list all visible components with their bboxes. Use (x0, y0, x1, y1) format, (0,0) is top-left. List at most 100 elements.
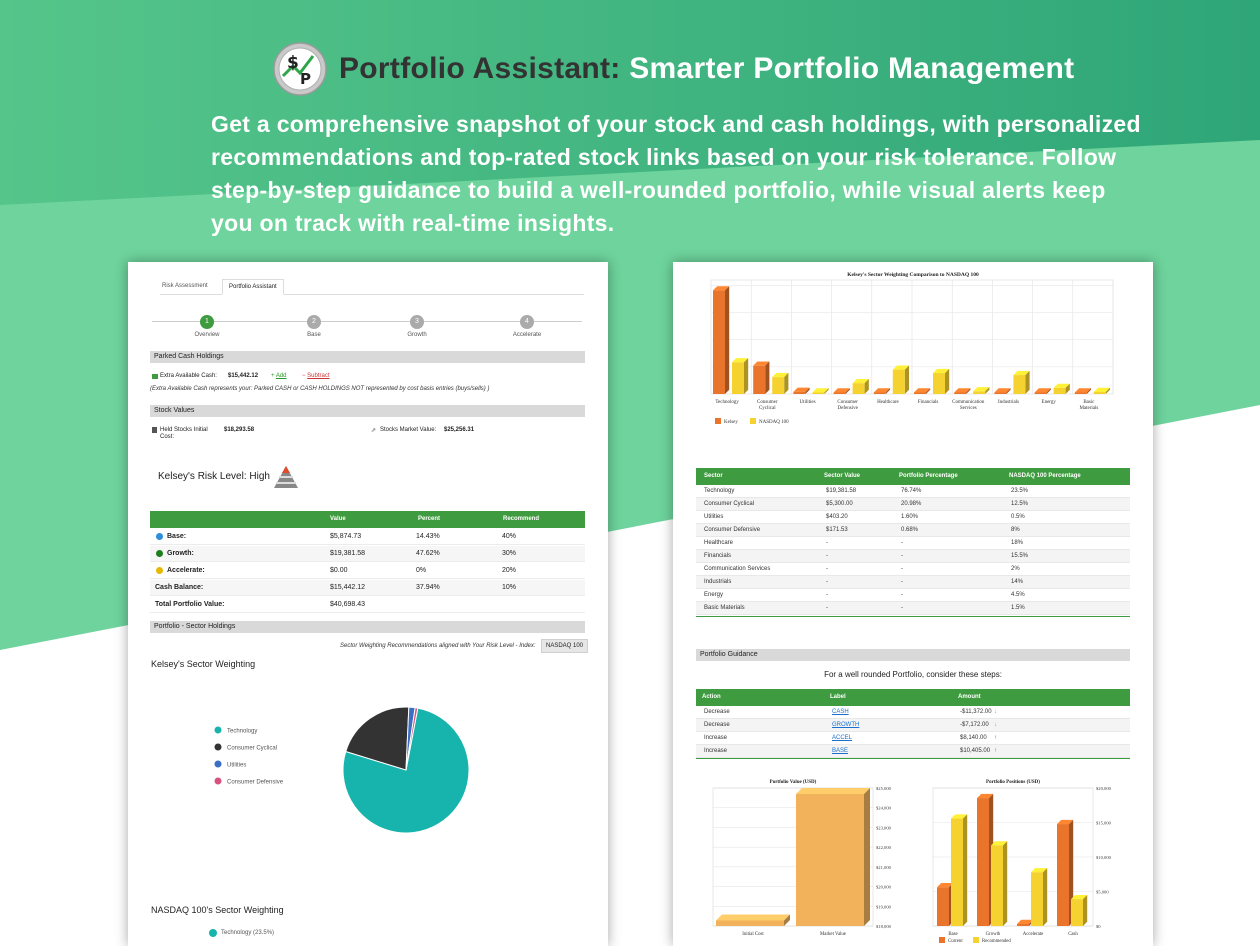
extra-cash-label: Extra Available Cash: (160, 373, 217, 379)
legend-dot-icon (214, 777, 222, 785)
guidance-label-link[interactable]: GROWTH (832, 722, 860, 728)
kelsey-sector-title: Kelsey's Sector Weighting (151, 659, 256, 669)
bar-kelsey (793, 387, 810, 394)
y-tick-label: $20,000 (1096, 786, 1112, 792)
sector-cell: 15.5% (1011, 553, 1029, 559)
step-4-circle[interactable]: 4 (520, 315, 534, 329)
sector-cell: 4.5% (1011, 592, 1025, 598)
position-bar-current (937, 883, 954, 926)
guidance-label-link[interactable]: ACCEL (832, 735, 853, 741)
risk-row-percent: 47.62% (416, 550, 440, 557)
sector-cell: $403.20 (826, 514, 848, 520)
pie-slice-consumer-defensive[interactable] (405, 707, 419, 771)
step-3-circle[interactable]: 3 (410, 315, 424, 329)
risk-row-percent: 37.94% (416, 584, 440, 591)
sector-cell: - (901, 605, 903, 611)
bar-chart-title: Kelsey's Sector Weighting Comparison to … (847, 272, 979, 278)
position-bar-recommended (1071, 894, 1088, 926)
bar-x-label: Industrials (998, 400, 1019, 405)
base-dot-icon (156, 533, 163, 540)
guidance-row: Increase ACCEL $8,140.00 ↑ (696, 732, 1130, 745)
extra-cash-value: $15,442.12 (228, 373, 259, 379)
risk-row-recommend: 30% (502, 550, 517, 557)
y-tick-label: $21,000 (876, 865, 892, 871)
position-bar-current (1057, 819, 1074, 926)
add-cash-button[interactable]: + Add (271, 373, 287, 379)
risk-row-value: $15,442.12 (330, 584, 366, 591)
risk-col-value: Value (330, 516, 346, 522)
legend-dot-icon (214, 760, 222, 768)
sector-cell: Healthcare (704, 540, 734, 546)
tab-portfolio-assistant[interactable]: Portfolio Assistant (222, 279, 284, 295)
position-bar-recommended (1031, 868, 1048, 926)
banner-title-part2: Smarter Portfolio Management (629, 52, 1075, 85)
x-label: Base (948, 932, 957, 937)
tab-bar (160, 280, 584, 295)
banner-title-part1: Portfolio Assistant: (339, 52, 621, 85)
x-label: Initial Cost (742, 932, 764, 937)
tab-risk-assessment[interactable]: Risk Assessment (162, 283, 208, 289)
sector-cell: - (826, 592, 828, 598)
risk-row-percent: 0% (416, 567, 427, 574)
legend-label: Utilities (227, 763, 246, 769)
step-1-label: Overview (194, 332, 220, 338)
bar-x-label: Consumer (757, 400, 778, 405)
index-select[interactable]: NASDAQ 100 (541, 639, 589, 653)
legend-label: Consumer Cyclical (227, 746, 277, 752)
plus-icon: + (271, 373, 276, 379)
sector-cell: Communication Services (704, 566, 771, 572)
sector-rec-text: Sector Weighting Recommendations aligned… (340, 643, 536, 649)
subtract-cash-button[interactable]: − Subtract (302, 373, 330, 379)
sector-holdings-section-header: Portfolio - Sector Holdings (150, 621, 585, 633)
cash-icon (152, 374, 158, 379)
sector-row: Financials - - 15.5% (696, 550, 1130, 563)
risk-row-total: Total Portfolio Value: $40,698.43 (150, 597, 585, 613)
bar-kelsey (1074, 388, 1091, 394)
position-bar-current (977, 793, 994, 926)
bar-x-label: Technology (715, 400, 739, 405)
pie-slice-consumer-cyclical[interactable] (345, 706, 410, 771)
risk-row-recommend: 10% (502, 584, 517, 591)
value-bar (716, 914, 790, 926)
step-1-circle[interactable]: 1 (200, 315, 214, 329)
risk-row-percent: 14.43% (416, 533, 440, 540)
sector-cell: - (826, 553, 828, 559)
sector-cell: 8% (1011, 527, 1020, 533)
bar-nasdaq-100 (812, 388, 829, 394)
bar-x-label: Energy (1042, 400, 1057, 405)
guidance-action: Decrease (704, 709, 730, 715)
step-2-circle[interactable]: 2 (307, 315, 321, 329)
bar-kelsey (713, 286, 730, 394)
subtract-cash-label: Subtract (307, 373, 330, 379)
guidance-row: Increase BASE $10,405.00 ↑ (696, 745, 1130, 758)
sector-cell: - (826, 566, 828, 572)
add-cash-label: Add (275, 373, 287, 379)
guidance-label-link[interactable]: BASE (832, 748, 849, 754)
pie-legend: Technology Consumer Cyclical Utilities Cons… (214, 726, 284, 786)
bar-kelsey (1034, 388, 1051, 394)
pie-slice-technology[interactable] (342, 707, 470, 834)
x-label: Cash (1068, 932, 1078, 937)
sector-cell: - (901, 540, 903, 546)
risk-row-value: $40,698.43 (330, 601, 366, 608)
risk-row-base: Base: $5,874.73 14.43% 40% (150, 529, 585, 545)
position-bar-recommended (951, 814, 968, 926)
sector-cell: $171.53 (826, 527, 848, 533)
bar-nasdaq-100 (973, 387, 990, 394)
sector-cell: 1.60% (901, 514, 919, 520)
guidance-action: Increase (704, 748, 728, 754)
sector-col-nasdaq: NASDAQ 100 Percentage (1009, 473, 1081, 479)
legend-label: Kelsey (724, 420, 738, 425)
held-stocks-label: Held Stocks Initial Cost: (160, 427, 208, 440)
legend-swatch-icon (973, 937, 979, 943)
small-chart-title: Portfolio Value (USD) (770, 780, 817, 785)
legend-label: Technology (227, 729, 257, 735)
bar-x-label: Financials (918, 400, 939, 405)
y-tick-label: $5,000 (1096, 890, 1109, 896)
sector-cell: 76.74% (901, 488, 922, 494)
guidance-label-link[interactable]: CASH (832, 709, 849, 715)
sector-cell: 1.5% (1011, 605, 1025, 611)
bar-kelsey (994, 388, 1011, 394)
y-tick-label: $10,000 (1096, 855, 1112, 861)
risk-row-value: $19,381.58 (330, 550, 366, 557)
